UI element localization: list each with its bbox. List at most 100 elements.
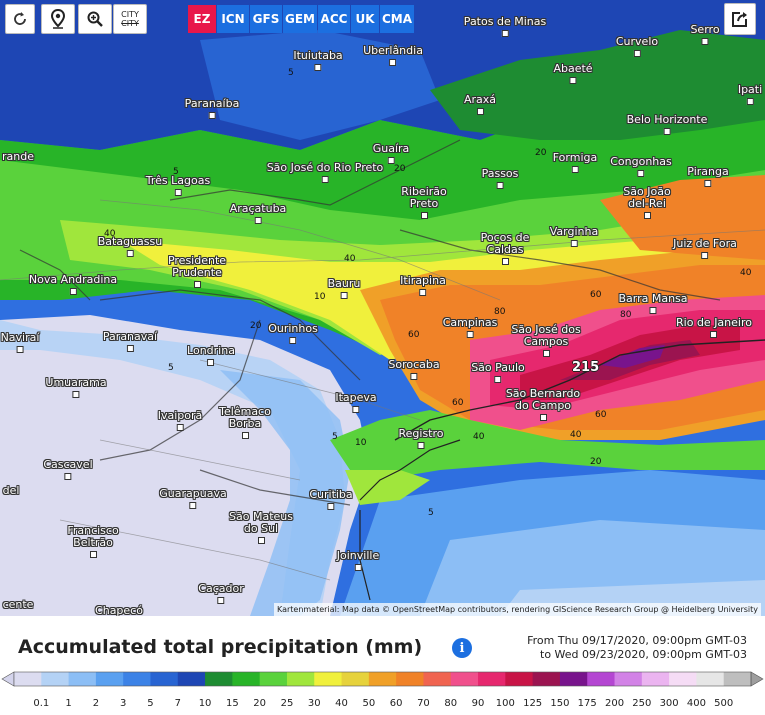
legend-swatch (696, 672, 725, 686)
legend-label: 125 (523, 698, 543, 709)
legend-bar (1, 671, 764, 687)
city-label-bottom: CITY (121, 19, 139, 28)
city-label: Registro (398, 428, 444, 449)
city-label: del (2, 484, 20, 497)
legend-swatch (123, 672, 151, 686)
contour-label: 20 (250, 321, 262, 331)
model-button-gem[interactable]: GEM (283, 5, 317, 33)
zoom-button[interactable] (78, 4, 112, 34)
legend-swatch (341, 672, 370, 686)
legend-label: 200 (604, 698, 625, 709)
legend-arrow-low (1, 671, 15, 687)
legend-swatch (14, 672, 42, 686)
contour-label: 40 (344, 254, 356, 264)
city-label: Ribeirão Preto (394, 186, 454, 219)
city-label: Nova Andradina (29, 274, 117, 295)
city-label: Três Lagoas (146, 175, 210, 196)
legend-label: 25 (280, 698, 294, 709)
city-label: Guarapuava (159, 488, 227, 509)
city-label: Francisco Beltrão (58, 525, 128, 558)
city-label: Formiga (553, 152, 597, 173)
contour-label: 10 (355, 438, 367, 448)
city-label-top: CITY (121, 10, 139, 19)
legend-label: 2 (92, 698, 100, 709)
contour-label: 10 (314, 292, 326, 302)
legend-label: 7 (174, 698, 181, 709)
location-button[interactable] (41, 4, 75, 34)
city-toggle-button[interactable]: CITY CITY (113, 4, 147, 34)
contour-label: 80 (494, 307, 506, 317)
color-scale-legend (0, 668, 765, 715)
legend-label: 30 (307, 698, 321, 709)
contour-label: 5 (428, 508, 434, 518)
city-label: Paranavaí (103, 331, 157, 352)
city-label: Campinas (443, 317, 497, 338)
city-label: Chapecó (95, 604, 143, 617)
city-label: São José dos Campos (511, 324, 581, 357)
city-label: Londrina (187, 345, 235, 366)
city-label: Abaeté (553, 63, 593, 84)
contour-label: 5 (168, 363, 174, 373)
share-button[interactable] (724, 3, 756, 35)
contour-label: 60 (595, 410, 607, 420)
city-label: Caçador (198, 583, 244, 604)
legend-swatch (723, 672, 752, 686)
legend-swatch (68, 672, 97, 686)
city-label: Bauru (328, 278, 360, 299)
refresh-button[interactable] (5, 4, 35, 34)
legend-label: 80 (444, 698, 458, 709)
legend-swatch (423, 672, 452, 686)
city-label: Curitiba (309, 489, 353, 510)
info-icon[interactable]: i (452, 638, 472, 658)
legend-label: 500 (714, 698, 734, 709)
precipitation-map[interactable]: Patos de Minas Serro Curvelo Uberlândia … (0, 0, 765, 616)
city-label: Serro (690, 24, 720, 45)
city-label: Ipati (738, 84, 762, 105)
contour-label: 20 (590, 457, 602, 467)
model-button-ez[interactable]: EZ (188, 5, 216, 33)
city-label: Ourinhos (268, 323, 318, 344)
legend-swatch (587, 672, 616, 686)
city-label: cente (2, 598, 34, 611)
legend-label: 60 (389, 698, 403, 709)
legend-label: 3 (119, 698, 127, 709)
contour-label: 5 (288, 68, 294, 78)
legend-swatch (41, 672, 70, 686)
city-label: Varginha (550, 226, 598, 247)
model-button-acc[interactable]: ACC (318, 5, 350, 33)
city-label: Paranaíba (185, 98, 239, 119)
city-label: Ituiutaba (293, 50, 343, 71)
legend-label: 70 (417, 698, 430, 709)
zoom-icon (87, 11, 103, 27)
legend-label: 20 (253, 698, 267, 709)
legend-label: 175 (577, 698, 597, 709)
city-label: Araçatuba (230, 203, 286, 224)
city-label: Piranga (687, 166, 729, 187)
legend-label: 300 (659, 698, 679, 709)
legend-label: 40 (335, 698, 348, 709)
city-label: rande (2, 150, 34, 163)
legend-label: 15 (225, 698, 239, 709)
contour-label: 60 (408, 330, 420, 340)
city-label: Presidente Prudente (162, 255, 232, 288)
legend-frame (13, 671, 752, 687)
city-label: São Bernardo do Campo (503, 388, 583, 421)
contour-label: 60 (590, 290, 602, 300)
model-button-uk[interactable]: UK (351, 5, 379, 33)
legend-label: 150 (550, 698, 570, 709)
model-button-icn[interactable]: ICN (217, 5, 249, 33)
legend-label: 0.1 (33, 698, 50, 709)
contour-label: 40 (740, 268, 752, 278)
city-label: Sorocaba (388, 359, 440, 380)
legend-swatch (150, 672, 179, 686)
legend-swatch (232, 672, 261, 686)
city-label: Passos (482, 168, 518, 189)
model-button-cma[interactable]: CMA (380, 5, 414, 33)
city-label: Telêmaco Borba (215, 406, 275, 439)
location-pin-icon (50, 9, 66, 29)
model-button-gfs[interactable]: GFS (250, 5, 282, 33)
legend-swatch (286, 672, 315, 686)
contour-label: 40 (104, 229, 116, 239)
city-label: Naviraí (1, 332, 39, 353)
contour-label: 60 (452, 398, 464, 408)
